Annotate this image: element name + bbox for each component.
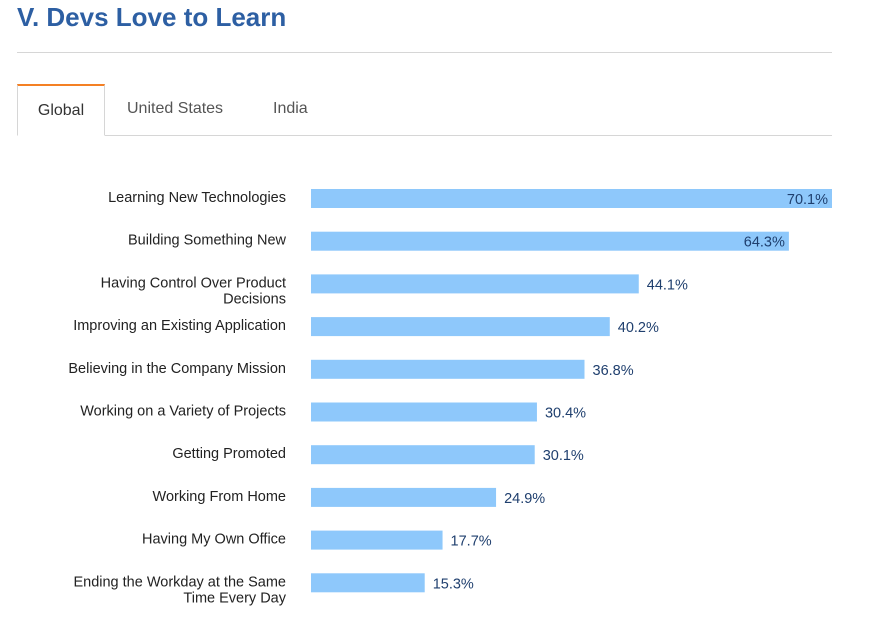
title-divider	[17, 52, 832, 53]
value-label-8: 24.9%	[504, 491, 545, 507]
tab-india[interactable]: India	[273, 100, 308, 117]
value-label-3: 44.1%	[647, 277, 688, 293]
value-label-4: 40.2%	[618, 320, 659, 336]
category-label-9: Having My Own Office	[142, 532, 286, 548]
bar-9	[311, 530, 443, 550]
bar-chart: 70.1% Learning New Technologies 64.3% Build…	[68, 189, 832, 606]
bar-8	[311, 487, 497, 507]
bar-4	[311, 317, 610, 337]
region-tabs: Global United States India	[17, 84, 832, 136]
tab-global[interactable]: Global	[17, 84, 105, 136]
category-label-2: Building Something New	[128, 233, 287, 249]
tab-united-states[interactable]: United States	[127, 100, 224, 117]
bar-7	[311, 445, 535, 465]
category-label-4: Improving an Existing Application	[73, 318, 286, 334]
bar-5	[311, 359, 585, 379]
value-label-6: 30.4%	[545, 406, 586, 422]
value-label-10: 15.3%	[433, 576, 474, 592]
value-label-1: 70.1%	[787, 192, 828, 208]
bar-2	[311, 231, 789, 251]
category-label-5: Believing in the Company Mission	[68, 361, 286, 377]
value-label-7: 30.1%	[543, 448, 584, 464]
page-title: V. Devs Love to Learn	[17, 2, 287, 32]
category-label-1: Learning New Technologies	[108, 190, 286, 206]
category-label-7: Getting Promoted	[172, 446, 286, 462]
category-label-8: Working From Home	[153, 489, 286, 505]
value-label-2: 64.3%	[744, 235, 785, 251]
value-label-5: 36.8%	[593, 363, 634, 379]
value-label-9: 17.7%	[451, 534, 492, 550]
category-label-3: Having Control Over Product Decisions	[101, 275, 286, 307]
bar-3	[311, 274, 639, 294]
bar-10	[311, 573, 425, 593]
bar-1	[311, 189, 832, 208]
category-label-10: Ending the Workday at the Same Time Every…	[73, 574, 286, 606]
bar-6	[311, 402, 537, 422]
category-label-6: Working on a Variety of Projects	[80, 404, 286, 420]
